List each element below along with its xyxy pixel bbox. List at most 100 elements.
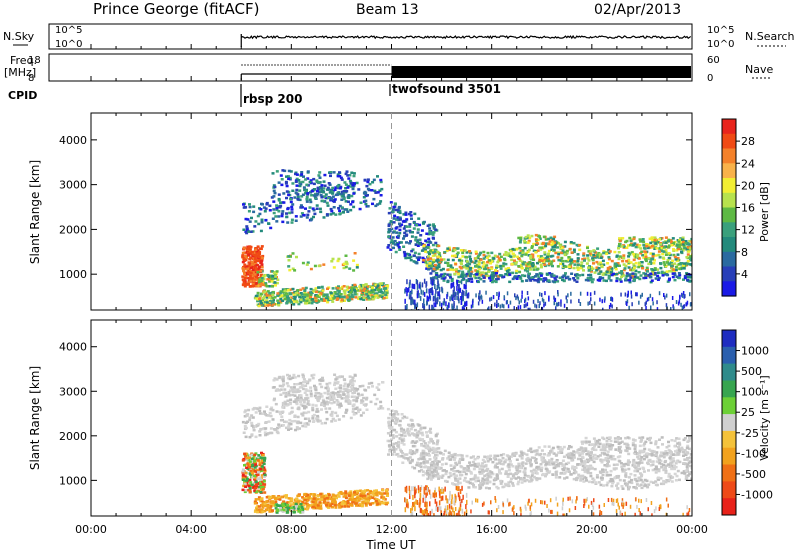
data-cell — [298, 389, 302, 393]
data-cell — [309, 287, 313, 291]
data-cell — [243, 464, 246, 467]
data-cell — [259, 485, 263, 489]
data-cell — [367, 382, 371, 385]
data-cell — [320, 497, 324, 501]
data-cell — [503, 258, 507, 262]
data-cell — [363, 496, 367, 500]
data-cell — [461, 289, 464, 295]
data-cell — [347, 388, 351, 392]
data-cell — [351, 184, 355, 187]
data-cell — [437, 280, 439, 286]
data-cell — [434, 250, 438, 253]
data-cell — [332, 401, 336, 404]
data-cell — [402, 245, 406, 248]
data-cell — [457, 296, 460, 302]
data-cell — [351, 383, 355, 386]
data-cell — [306, 192, 310, 195]
data-cell — [258, 461, 262, 465]
data-cell — [442, 277, 446, 280]
data-cell — [578, 243, 582, 247]
data-cell — [247, 270, 251, 274]
data-cell — [266, 273, 270, 277]
data-cell — [523, 239, 526, 243]
data-cell — [584, 278, 588, 282]
data-cell — [538, 237, 542, 240]
data-cell — [241, 459, 245, 462]
data-cell — [408, 456, 412, 459]
data-cell — [619, 280, 623, 283]
data-cell — [291, 182, 295, 185]
data-cell — [459, 261, 463, 264]
data-cell — [330, 410, 334, 414]
data-cell — [243, 254, 247, 258]
data-cell — [350, 381, 354, 384]
data-cell — [273, 296, 277, 299]
data-cell — [317, 181, 321, 184]
velocity-heatmap — [241, 373, 692, 516]
data-cell — [467, 270, 471, 273]
data-cell — [453, 511, 455, 516]
data-cell — [334, 411, 338, 415]
data-cell — [360, 293, 364, 296]
data-cell — [430, 261, 434, 265]
data-cell — [249, 473, 253, 476]
data-cell — [353, 374, 357, 377]
data-cell — [601, 299, 603, 304]
data-cell — [655, 240, 659, 244]
data-cell — [385, 489, 389, 492]
data-cell — [682, 267, 686, 270]
data-cell — [425, 267, 429, 270]
data-cell — [608, 265, 612, 269]
data-cell — [456, 486, 459, 492]
data-cell — [559, 262, 562, 266]
data-cell — [431, 243, 435, 247]
data-cell — [618, 237, 621, 240]
data-cell — [286, 207, 290, 211]
data-cell — [286, 399, 290, 402]
data-cell — [380, 496, 384, 499]
data-cell — [396, 208, 400, 212]
data-cell — [356, 495, 360, 498]
data-cell — [448, 503, 451, 509]
data-cell — [397, 440, 400, 444]
data-cell — [375, 498, 379, 501]
data-cell — [320, 495, 324, 499]
data-cell — [639, 240, 643, 243]
data-cell — [339, 490, 343, 494]
data-cell — [649, 261, 653, 265]
data-cell — [538, 246, 542, 250]
data-cell — [338, 393, 342, 397]
data-cell — [410, 295, 412, 301]
data-cell — [349, 208, 353, 212]
data-cell — [274, 500, 278, 504]
data-cell — [277, 304, 281, 307]
data-cell — [477, 262, 481, 266]
data-cell — [287, 428, 290, 431]
nsky-label: N.Sky — [3, 30, 35, 43]
data-cell — [391, 231, 395, 234]
freq-panel — [48, 53, 693, 82]
data-cell — [435, 506, 437, 512]
data-cell — [547, 249, 551, 253]
data-cell — [267, 432, 271, 435]
data-cell — [342, 378, 346, 381]
data-cell — [428, 252, 431, 256]
data-cell — [281, 385, 285, 388]
data-cell — [349, 291, 353, 294]
data-cell — [295, 402, 299, 406]
data-cell — [264, 207, 268, 210]
data-cell — [336, 173, 340, 176]
data-cell — [307, 410, 311, 414]
data-cell — [251, 461, 255, 464]
data-cell — [332, 206, 336, 209]
data-cell — [264, 433, 267, 437]
data-cell — [451, 249, 455, 253]
data-cell — [261, 506, 265, 509]
data-cell — [320, 285, 324, 289]
data-cell — [650, 238, 654, 242]
data-cell — [425, 492, 427, 498]
data-cell — [384, 293, 388, 296]
data-cell — [396, 413, 400, 416]
data-cell — [467, 277, 471, 281]
data-cell — [586, 257, 590, 260]
